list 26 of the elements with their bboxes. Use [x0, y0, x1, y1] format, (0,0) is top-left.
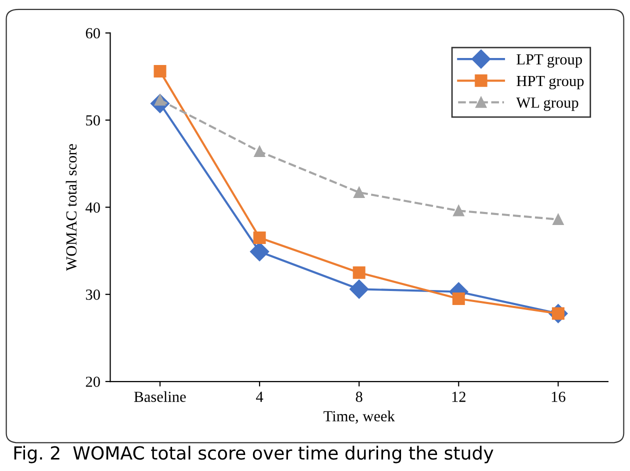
x-tick-label: 12 — [452, 392, 466, 402]
y-tick-label: 60 — [86, 28, 100, 38]
x-tick-label: 8 — [356, 392, 362, 402]
y-tick-label: 50 — [86, 115, 100, 126]
point — [253, 231, 266, 244]
y-tick-label: 40 — [86, 202, 100, 213]
point — [350, 280, 369, 299]
point — [453, 205, 464, 216]
legend-label: LPT group — [516, 54, 582, 68]
x-tick-label: 4 — [256, 392, 264, 402]
point — [552, 214, 564, 225]
point — [254, 146, 266, 158]
x-tick-label: Baseline — [134, 391, 186, 402]
point — [154, 65, 166, 78]
point — [354, 186, 365, 198]
y-tick-label: 30 — [86, 290, 100, 300]
y-axis-title: WOMAC total score — [66, 144, 77, 271]
point — [452, 292, 465, 305]
x-axis-title: Time, week — [324, 410, 395, 424]
legend-label: HPT group — [516, 76, 584, 90]
caption: Fig. 2 WOMAC total score over time during the study — [14, 446, 494, 464]
point — [250, 242, 270, 262]
point — [352, 266, 366, 279]
legend-label: WL group — [516, 98, 578, 111]
y-tick-label: 20 — [86, 376, 100, 387]
x-tick-label: 16 — [552, 392, 566, 402]
